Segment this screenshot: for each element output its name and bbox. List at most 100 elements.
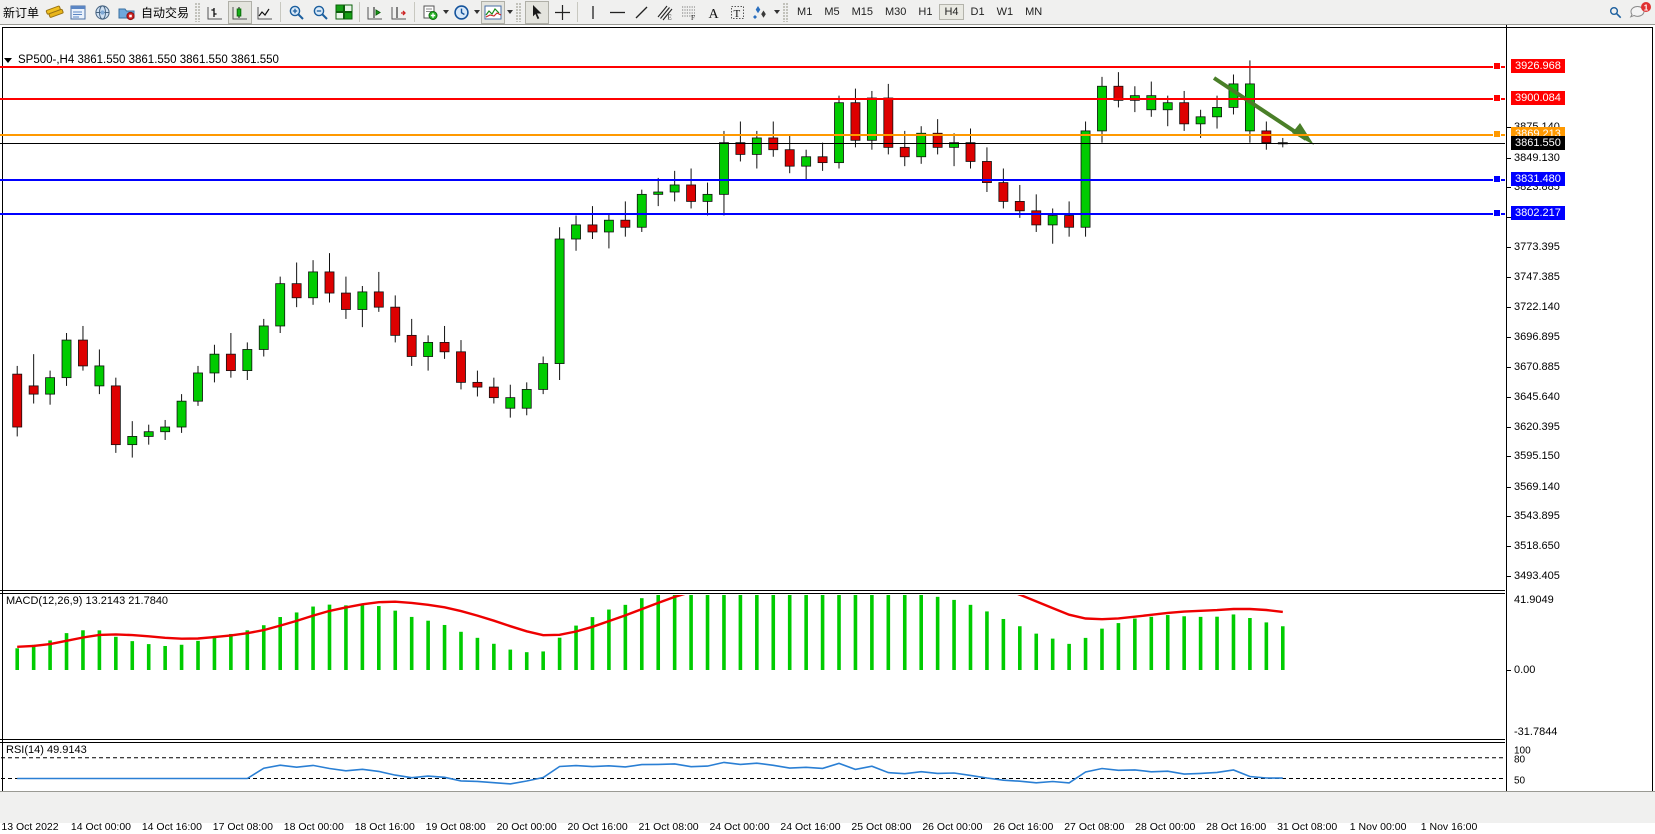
notifications-bubble-icon[interactable]: 1 <box>1628 2 1654 23</box>
macd-histogram-bar <box>196 640 200 670</box>
zoom-in-icon[interactable] <box>285 2 307 23</box>
templates-icon[interactable] <box>481 0 506 24</box>
trendline-icon[interactable] <box>630 2 652 23</box>
price-axis-tag[interactable]: 3926.968 <box>1511 59 1565 74</box>
price-axis-tag[interactable]: 3831.480 <box>1511 171 1565 186</box>
timeframe-m30[interactable]: M30 <box>885 6 907 18</box>
macd-pane-divider <box>0 590 1505 591</box>
order-line-3869-handle[interactable] <box>1493 130 1501 139</box>
macd-histogram-bar <box>1001 618 1006 670</box>
support-line-3802-handle[interactable] <box>1493 208 1501 217</box>
candlestick <box>258 318 269 357</box>
downtrend-arrow[interactable] <box>1210 73 1330 158</box>
market-watch-icon[interactable] <box>67 2 89 23</box>
candlestick <box>702 182 713 216</box>
period-clock-icon[interactable] <box>450 2 472 23</box>
support-line-3831[interactable] <box>0 178 1505 181</box>
cursor-icon[interactable] <box>525 0 550 24</box>
chevron-down-icon[interactable] <box>474 10 481 14</box>
navigator-folder-icon[interactable] <box>115 2 137 23</box>
support-line-3831-handle[interactable] <box>1493 174 1501 183</box>
macd-histogram-bar <box>442 624 447 670</box>
rsi-axis-label: 80 <box>1514 754 1526 766</box>
toolbar-grip[interactable] <box>195 2 201 22</box>
timeframe-mn[interactable]: MN <box>1025 6 1043 18</box>
price-axis-label: 3493.405 <box>1514 569 1560 582</box>
chart-shift-icon[interactable] <box>364 2 386 23</box>
candlestick-series <box>12 60 1288 458</box>
timeframe-m5[interactable]: M5 <box>824 6 840 18</box>
order-line-3869[interactable] <box>0 134 1505 137</box>
text-label-icon[interactable]: T <box>726 2 748 23</box>
macd-histogram-bar <box>787 595 792 670</box>
price-axis-tick <box>1507 306 1511 308</box>
price-axis-tag[interactable]: 3802.217 <box>1511 205 1565 220</box>
auto-trading-button[interactable]: 自动交易 <box>141 5 190 20</box>
timeframe-h4[interactable]: H4 <box>939 4 964 20</box>
chevron-down-icon[interactable] <box>507 10 514 14</box>
macd-indicator-title[interactable]: MACD(12,26,9) 13.2143 21.7840 <box>6 595 169 607</box>
chevron-down-icon[interactable] <box>443 10 450 14</box>
current-price-line[interactable] <box>0 143 1505 145</box>
bar-chart-icon[interactable] <box>204 2 226 23</box>
chart-menu-triangle-icon[interactable] <box>4 57 12 63</box>
macd-plot-area[interactable] <box>1 595 1505 739</box>
search-icon[interactable] <box>1604 2 1626 23</box>
chevron-down-icon[interactable] <box>774 10 781 14</box>
macd-histogram-bar <box>114 636 118 670</box>
timeframe-w1[interactable]: W1 <box>996 6 1014 18</box>
add-indicator-icon[interactable] <box>419 2 441 23</box>
candlestick <box>982 147 992 193</box>
price-axis-tick <box>1507 486 1511 488</box>
resistance-line-3926[interactable] <box>0 66 1505 69</box>
macd-histogram-bar <box>738 595 743 670</box>
shapes-icon[interactable] <box>750 2 772 23</box>
notification-badge-count: 1 <box>1644 4 1649 13</box>
price-axis-tick <box>1507 396 1511 398</box>
vertical-line-icon[interactable] <box>582 2 604 23</box>
macd-histogram-bar <box>409 616 414 670</box>
candlestick <box>669 170 680 202</box>
horizontal-line-icon[interactable] <box>606 2 628 23</box>
resistance-line-3926-handle[interactable] <box>1493 62 1501 71</box>
text-icon[interactable]: A <box>702 2 724 23</box>
candlestick-chart-icon[interactable] <box>228 0 253 24</box>
chart-window[interactable]: SP500-,H4 3861.550 3861.550 3861.550 386… <box>0 25 1655 833</box>
macd-histogram-bar <box>541 651 545 670</box>
candlestick <box>932 119 943 155</box>
price-plot-area[interactable] <box>1 51 1505 588</box>
chart-titlebar[interactable]: SP500-,H4 3861.550 3861.550 3861.550 386… <box>4 54 279 66</box>
line-chart-icon[interactable] <box>254 2 276 23</box>
price-axis-label: 3722.140 <box>1514 300 1560 313</box>
new-order-icon[interactable] <box>43 2 65 23</box>
price-axis-tag[interactable]: 3861.550 <box>1511 136 1565 151</box>
equidistant-channel-icon[interactable]: E <box>654 2 676 23</box>
macd-histogram-bar <box>886 595 891 670</box>
toolbar-grip[interactable] <box>516 2 522 22</box>
resistance-line-3900[interactable] <box>0 97 1505 100</box>
price-axis-tag[interactable]: 3900.084 <box>1511 90 1565 105</box>
zoom-out-icon[interactable] <box>309 2 331 23</box>
candlestick <box>817 142 828 171</box>
candlestick <box>620 201 631 237</box>
macd-histogram-bar <box>1067 643 1071 670</box>
macd-histogram-bar <box>771 595 776 670</box>
macd-histogram-bar <box>327 604 332 670</box>
timeframe-m15[interactable]: M15 <box>851 6 873 18</box>
rsi-indicator-title[interactable]: RSI(14) 49.9143 <box>6 744 87 756</box>
resistance-line-3900-handle[interactable] <box>1493 93 1501 102</box>
fibonacci-retracement-icon[interactable]: F <box>678 2 700 23</box>
support-line-3802[interactable] <box>0 212 1505 215</box>
globe-icon[interactable] <box>91 2 113 23</box>
timeframe-h1[interactable]: H1 <box>918 6 933 18</box>
timeframe-m1[interactable]: M1 <box>797 6 813 18</box>
toolbar-grip[interactable] <box>783 2 789 22</box>
tile-windows-icon[interactable] <box>333 2 355 23</box>
new-order-button[interactable]: 新订单 <box>3 5 40 20</box>
candlestick <box>571 215 581 251</box>
auto-scroll-icon[interactable] <box>388 2 410 23</box>
candlestick <box>275 276 286 334</box>
crosshair-icon[interactable] <box>551 2 573 23</box>
price-axis[interactable]: 3926.9683900.0843875.1403869.2133861.550… <box>1506 25 1653 813</box>
timeframe-d1[interactable]: D1 <box>970 6 985 18</box>
